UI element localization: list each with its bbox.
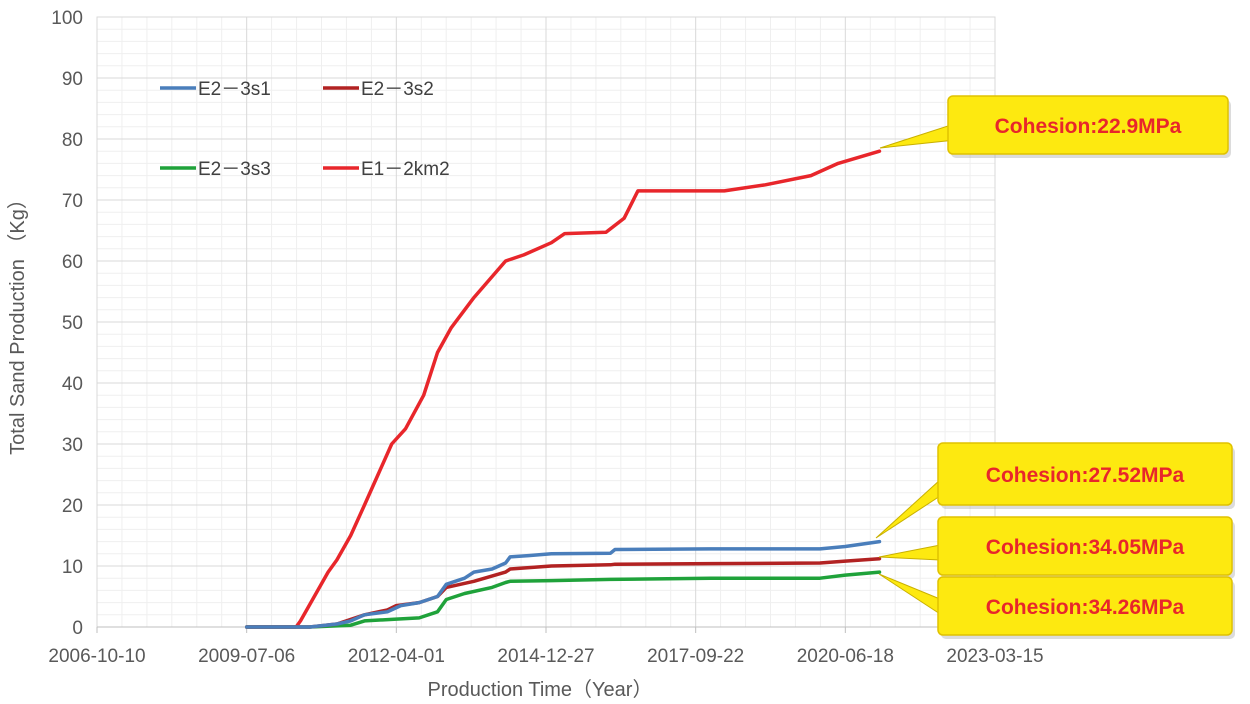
y-tick-label: 80 bbox=[62, 130, 83, 151]
series-line-E2－3s3 bbox=[244, 570, 882, 629]
callout-E2－3s2: Cohesion:34.05MPa bbox=[878, 516, 1235, 579]
y-axis-title: Total Sand Production （Kg） bbox=[6, 189, 29, 455]
major-gridlines bbox=[96, 16, 996, 628]
series-line-E1－2km2 bbox=[244, 149, 882, 629]
callout-label: Cohesion:34.26MPa bbox=[986, 596, 1185, 619]
callout-E1－2km2: Cohesion:22.9MPa bbox=[879, 95, 1231, 158]
y-tick-label: 60 bbox=[62, 252, 83, 273]
legend-entry: E2－3s1 bbox=[198, 79, 271, 100]
legend-entry: E2－3s3 bbox=[198, 159, 271, 180]
legend: E2－3s1 E2－3s2 E2－3s3 E1－2km2 bbox=[160, 79, 450, 180]
x-tick-label: 2012-04-01 bbox=[348, 646, 445, 667]
x-tick-label: 2020-06-18 bbox=[797, 646, 894, 667]
series-line-E2－3s1 bbox=[244, 539, 882, 629]
x-axis-title: Production Time（Year） bbox=[428, 678, 653, 701]
callout-label: Cohesion:27.52MPa bbox=[986, 464, 1185, 487]
x-tick-label: 2017-09-22 bbox=[647, 646, 744, 667]
x-tick-label: 2006-10-10 bbox=[48, 646, 145, 667]
y-tick-label: 20 bbox=[62, 496, 83, 517]
series-line-E2－3s2 bbox=[244, 556, 882, 629]
y-tick-label: 0 bbox=[72, 618, 83, 639]
callout-box bbox=[937, 516, 1233, 576]
x-tick-label: 2009-07-06 bbox=[198, 646, 295, 667]
x-tick-label: 2014-12-27 bbox=[497, 646, 594, 667]
x-tick-label: 2023-03-15 bbox=[946, 646, 1043, 667]
y-tick-label: 40 bbox=[62, 374, 83, 395]
callout-box bbox=[937, 576, 1233, 636]
y-tick-label: 10 bbox=[62, 557, 83, 578]
callout-label: Cohesion:22.9MPa bbox=[995, 115, 1182, 138]
cohesion-callouts: Cohesion:22.9MPa Cohesion:27.52MPa Cohesio… bbox=[875, 95, 1235, 639]
callout-E2－3s1: Cohesion:27.52MPa bbox=[875, 442, 1235, 539]
y-tick-label: 30 bbox=[62, 435, 83, 456]
y-axis-ticks: 0 10 20 30 40 50 60 70 80 90 100 bbox=[51, 8, 83, 639]
x-axis-ticks: 2006-10-10 2009-07-06 2012-04-01 2014-12-27… bbox=[48, 627, 1044, 667]
callout-box bbox=[947, 95, 1229, 155]
callout-label: Cohesion:34.05MPa bbox=[986, 536, 1185, 559]
legend-entry: E2－3s2 bbox=[361, 79, 434, 100]
legend-entry: E1－2km2 bbox=[361, 159, 450, 180]
y-tick-label: 50 bbox=[62, 313, 83, 334]
callout-box bbox=[937, 442, 1233, 506]
y-tick-label: 70 bbox=[62, 191, 83, 212]
y-tick-label: 90 bbox=[62, 69, 83, 90]
series-lines bbox=[244, 149, 882, 629]
y-tick-label: 100 bbox=[51, 8, 83, 29]
callout-E2－3s3: Cohesion:34.26MPa bbox=[878, 573, 1235, 639]
